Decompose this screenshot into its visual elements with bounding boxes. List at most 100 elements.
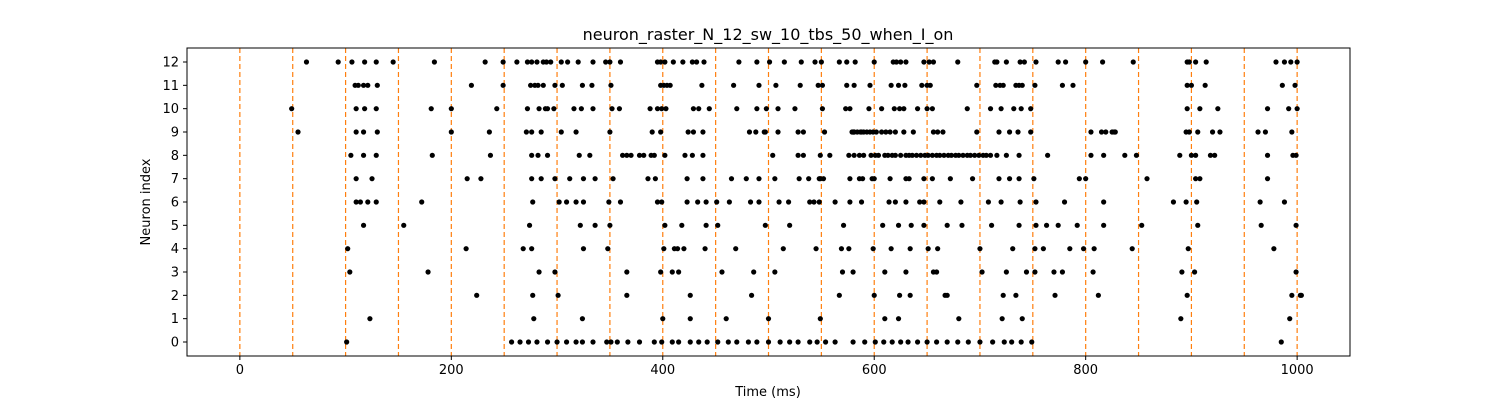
spike-point bbox=[681, 246, 687, 252]
spike-point bbox=[658, 59, 664, 65]
spike-point bbox=[428, 106, 434, 112]
spike-point bbox=[535, 82, 541, 88]
spike-point bbox=[605, 246, 611, 252]
spike-point bbox=[523, 129, 529, 135]
spike-point bbox=[1264, 106, 1271, 112]
spike-point bbox=[580, 176, 587, 182]
spike-point bbox=[1193, 176, 1199, 182]
spike-point bbox=[858, 199, 865, 205]
spike-point bbox=[927, 82, 933, 88]
spike-point bbox=[754, 59, 760, 65]
spike-point bbox=[754, 106, 760, 112]
spike-point bbox=[762, 222, 768, 228]
spike-point bbox=[706, 106, 712, 112]
spike-point bbox=[850, 269, 856, 275]
spike-point bbox=[909, 152, 915, 158]
spike-point bbox=[703, 222, 709, 228]
spike-point bbox=[1294, 59, 1300, 65]
spike-point bbox=[960, 152, 966, 158]
spike-point bbox=[1028, 129, 1034, 135]
spike-point bbox=[903, 269, 909, 275]
spike-point bbox=[893, 59, 900, 65]
spike-point bbox=[617, 199, 624, 205]
spike-point bbox=[659, 106, 665, 112]
spike-point bbox=[373, 106, 379, 112]
spike-point bbox=[714, 199, 720, 205]
spike-point bbox=[1095, 292, 1101, 298]
spike-point bbox=[907, 246, 913, 252]
spike-point bbox=[795, 129, 801, 135]
spike-point bbox=[544, 339, 551, 345]
spike-point bbox=[487, 152, 494, 158]
spike-point bbox=[1122, 152, 1128, 158]
spike-point bbox=[940, 129, 946, 135]
spike-point bbox=[944, 339, 950, 345]
spike-point bbox=[1051, 269, 1057, 275]
spike-point bbox=[821, 129, 828, 135]
spike-point bbox=[929, 176, 935, 182]
spike-point bbox=[999, 316, 1005, 322]
spike-point bbox=[659, 199, 665, 205]
spike-point bbox=[875, 152, 882, 158]
spike-point bbox=[937, 199, 943, 205]
spike-point bbox=[913, 152, 920, 158]
spike-point bbox=[335, 59, 341, 65]
spike-point bbox=[684, 176, 690, 182]
spike-point bbox=[517, 339, 523, 345]
spike-point bbox=[429, 152, 435, 158]
spike-point bbox=[1033, 59, 1039, 65]
spike-point bbox=[374, 82, 380, 88]
spike-point bbox=[756, 176, 762, 182]
spike-point bbox=[1183, 199, 1189, 205]
spike-point bbox=[972, 152, 978, 158]
spike-point bbox=[777, 339, 783, 345]
spike-point bbox=[883, 129, 889, 135]
spike-point bbox=[531, 316, 537, 322]
spike-point bbox=[906, 176, 912, 182]
spike-point bbox=[703, 199, 709, 205]
spike-point bbox=[736, 59, 742, 65]
spike-point bbox=[679, 222, 685, 228]
spike-point bbox=[1101, 222, 1107, 228]
spike-point bbox=[609, 106, 615, 112]
spike-point bbox=[1170, 199, 1177, 205]
spike-point bbox=[832, 199, 838, 205]
spike-point bbox=[840, 222, 847, 228]
spike-point bbox=[558, 59, 564, 65]
spike-point bbox=[365, 82, 371, 88]
spike-point bbox=[1090, 269, 1096, 275]
y-tick-label: 2 bbox=[171, 289, 179, 304]
spike-point bbox=[898, 339, 904, 345]
spike-point bbox=[401, 222, 407, 228]
spike-point bbox=[715, 222, 721, 228]
spike-point bbox=[987, 106, 994, 112]
y-tick-label: 1 bbox=[171, 312, 179, 327]
spike-point bbox=[885, 152, 891, 158]
spike-point bbox=[844, 82, 850, 88]
spike-point bbox=[797, 82, 803, 88]
spike-point bbox=[347, 269, 353, 275]
spike-point bbox=[1032, 82, 1038, 88]
spike-point bbox=[563, 199, 570, 205]
spike-point bbox=[617, 59, 624, 65]
spike-point bbox=[360, 129, 367, 135]
spike-point bbox=[373, 59, 379, 65]
spike-point bbox=[689, 152, 695, 158]
x-axis-label: Time (ms) bbox=[734, 385, 801, 400]
spike-point bbox=[1195, 222, 1201, 228]
spike-point bbox=[616, 106, 623, 112]
spike-point bbox=[996, 129, 1002, 135]
spike-point bbox=[816, 199, 822, 205]
spike-point bbox=[571, 106, 577, 112]
spike-point bbox=[1271, 246, 1277, 252]
spike-point bbox=[948, 152, 955, 158]
spike-point bbox=[806, 176, 812, 182]
spike-point bbox=[590, 339, 596, 345]
spike-point bbox=[373, 199, 379, 205]
spike-point bbox=[787, 222, 793, 228]
spike-point bbox=[766, 59, 773, 65]
spike-point bbox=[815, 82, 821, 88]
spike-point bbox=[367, 316, 373, 322]
spike-point bbox=[820, 176, 827, 182]
spike-point bbox=[773, 82, 779, 88]
